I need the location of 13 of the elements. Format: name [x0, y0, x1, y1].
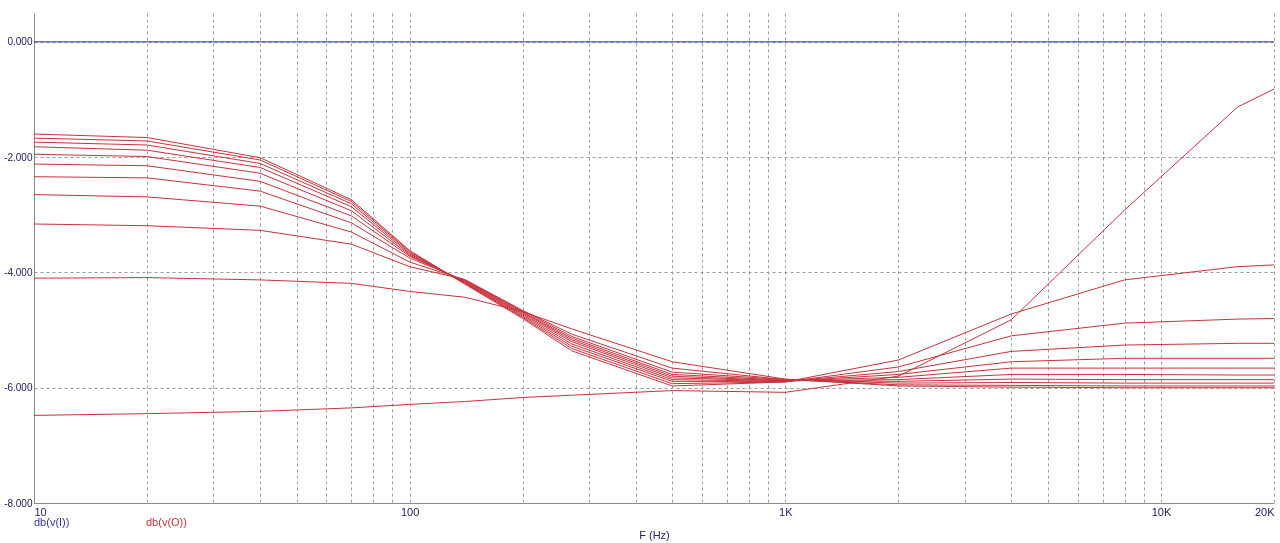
- x-tick-label: 10K: [1151, 505, 1172, 518]
- x-tick-label: 10: [34, 505, 47, 518]
- y-tick-label: -8.000: [4, 497, 33, 509]
- x-tick-label: 1K: [779, 505, 794, 518]
- y-tick-label: -2.000: [4, 151, 33, 163]
- y-tick-label: -4.000: [4, 266, 33, 278]
- y-tick-label: -6.000: [4, 382, 33, 394]
- x-tick-label: 20K: [1254, 505, 1276, 518]
- text: db(v(I)): [34, 516, 70, 528]
- text: db(v(O)): [146, 516, 187, 528]
- x-axis-title: F (Hz): [639, 528, 670, 541]
- x-tick-label: 100: [400, 505, 420, 518]
- y-tick-label: 0.000: [7, 36, 33, 48]
